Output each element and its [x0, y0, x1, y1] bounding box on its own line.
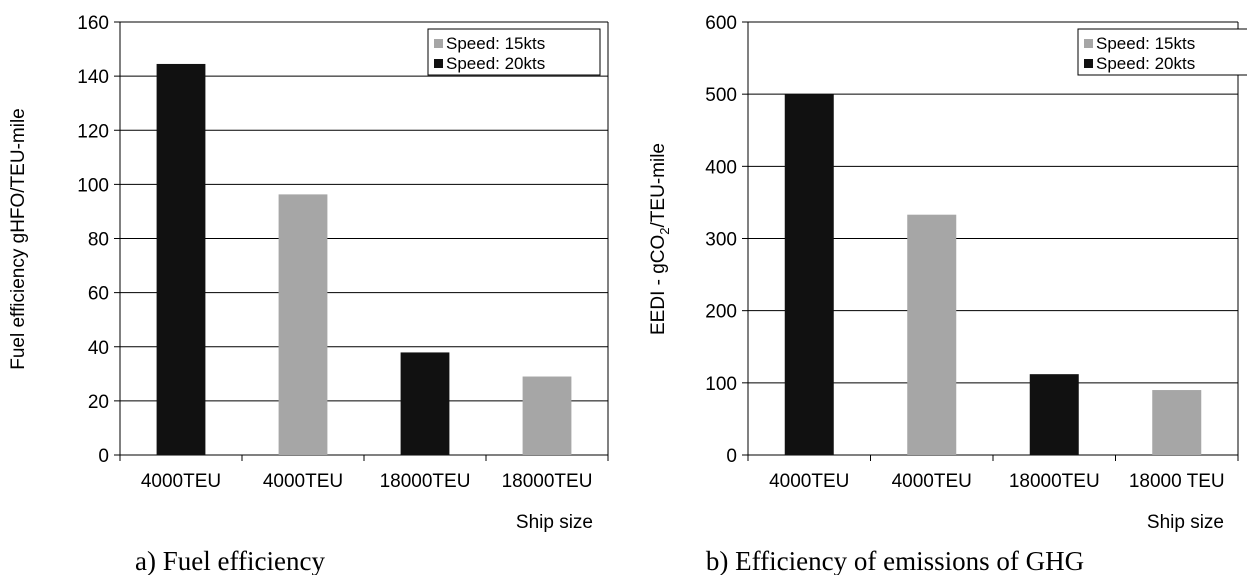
x-tick-label: 4000TEU [141, 471, 221, 492]
legend-box [427, 28, 601, 76]
x-tick-label: 4000TEU [263, 471, 343, 492]
y-tick-label: 600 [705, 13, 737, 34]
ghg-emissions-chart: b) Efficiency of emissions of GHG Ship s… [648, 13, 1247, 575]
x-tick-label: 18000 TEU [1129, 471, 1225, 492]
y-axis-title: Fuel efficiency gHFO/TEU-mile [8, 108, 29, 370]
y-tick-label: 300 [705, 230, 737, 251]
y-tick-label: 120 [77, 121, 109, 142]
bar [156, 63, 206, 456]
legend-label: Speed: 15kts [1096, 34, 1195, 53]
y-tick-label: 100 [77, 175, 109, 196]
y-axis-title: EEDI - gCO2/TEU-mile [648, 143, 672, 335]
x-tick-label: 18000TEU [1009, 471, 1100, 492]
fuel-efficiency-chart: a) Fuel efficiency Ship size Fuel effici… [8, 13, 609, 575]
bar [784, 94, 834, 456]
y-tick-label: 0 [726, 446, 737, 467]
x-axis-title: Ship size [1147, 512, 1224, 533]
bar [1152, 390, 1202, 455]
x-tick-label: 18000TEU [380, 471, 471, 492]
chart-caption: b) Efficiency of emissions of GHG [706, 546, 1084, 575]
y-tick-label: 100 [705, 374, 737, 395]
y-tick-label: 200 [705, 302, 737, 323]
legend-box [1077, 28, 1247, 76]
legend-label: Speed: 15kts [446, 34, 545, 53]
y-tick-label: 140 [77, 67, 109, 88]
bar [400, 352, 450, 455]
legend-swatch [1084, 59, 1093, 68]
legend-swatch [434, 59, 443, 68]
y-tick-label: 160 [77, 13, 109, 34]
chart-caption: a) Fuel efficiency [135, 546, 325, 575]
bar [522, 376, 572, 455]
legend-swatch [434, 39, 443, 48]
legend-swatch [1084, 39, 1093, 48]
y-axis-title-part: EEDI - gCO [648, 235, 669, 335]
x-tick-label: 4000TEU [769, 471, 849, 492]
y-tick-label: 40 [88, 338, 109, 359]
y-tick-label: 20 [88, 392, 109, 413]
legend-label: Speed: 20kts [1096, 54, 1195, 73]
bar [907, 214, 957, 455]
y-tick-label: 0 [98, 446, 109, 467]
y-axis-title-subscript: 2 [657, 227, 672, 234]
y-axis-title-part: /TEU-mile [648, 143, 669, 227]
x-tick-label: 18000TEU [502, 471, 593, 492]
legend-label: Speed: 20kts [446, 54, 545, 73]
y-tick-label: 500 [705, 85, 737, 106]
bar [278, 194, 328, 455]
x-axis-title: Ship size [516, 512, 593, 533]
x-tick-label: 4000TEU [892, 471, 972, 492]
y-tick-label: 80 [88, 230, 109, 251]
y-tick-label: 60 [88, 284, 109, 305]
bar [1029, 374, 1079, 455]
y-tick-label: 400 [705, 157, 737, 178]
